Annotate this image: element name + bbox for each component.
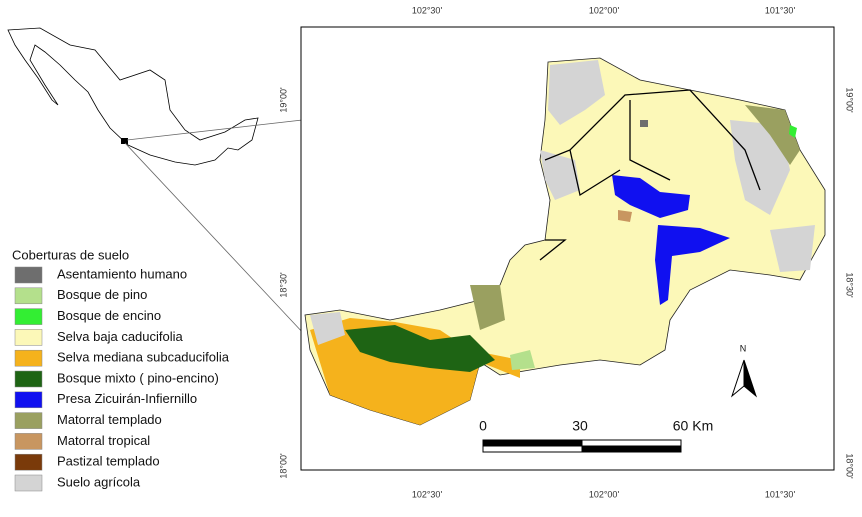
legend-label: Matorral tropical	[57, 433, 150, 448]
inset-connector	[124, 142, 306, 336]
legend-label: Bosque de pino	[57, 287, 147, 302]
scale-segment	[482, 445, 583, 453]
longitude-label: 102°00'	[589, 5, 620, 15]
legend-swatch	[14, 433, 43, 450]
legend-label: Bosque mixto ( pino-encino)	[57, 370, 219, 385]
land-cover-patch	[655, 225, 730, 305]
north-arrow-shape	[743, 359, 758, 398]
graticule-labels: 102°30' 102°00' 101°30' 102°30' 102°00' 101°3…	[278, 5, 854, 499]
legend-swatch	[14, 266, 43, 284]
land-cover-patch	[510, 350, 535, 370]
latitude-label: 19°00'	[845, 87, 855, 113]
scale-segment	[482, 439, 583, 447]
land-cover-patch	[548, 60, 605, 125]
land-cover-patch	[789, 125, 797, 138]
mexico-outline	[7, 27, 259, 166]
scale-segment	[581, 439, 682, 447]
land-cover-patch	[310, 312, 345, 345]
latitude-label: 19°00'	[278, 87, 288, 113]
legend-label: Asentamiento humano	[57, 266, 187, 281]
legend-label: Selva mediana subcaducifolia	[57, 350, 230, 365]
latitude-label: 18°00'	[845, 453, 855, 479]
land-cover-patch	[730, 120, 790, 215]
legend-label: Matorral templado	[57, 412, 162, 427]
legend-label: Suelo agrícola	[57, 474, 141, 489]
longitude-label: 101°30'	[765, 489, 796, 499]
study-area-locator	[121, 138, 128, 144]
legend-swatch	[14, 474, 43, 492]
legend-swatch	[14, 370, 43, 388]
land-cover-patch	[770, 225, 815, 272]
scale-bar: 0 30 60 Km	[479, 418, 713, 453]
municipal-boundary	[539, 89, 761, 261]
land-cover-patch	[618, 210, 632, 222]
latitude-label: 18°30'	[845, 272, 855, 298]
legend-swatch	[14, 412, 43, 429]
longitude-label: 102°30'	[412, 489, 443, 499]
legend-swatch	[14, 287, 43, 305]
legend-swatch	[14, 349, 43, 367]
legend-swatch	[14, 329, 43, 346]
latitude-label: 18°00'	[278, 453, 288, 479]
legend-swatch	[14, 453, 43, 471]
land-cover-patch	[470, 285, 505, 330]
legend-label: Presa Zicuirán-Infiernillo	[57, 391, 197, 406]
land-cover-patch	[540, 150, 580, 200]
scale-label: 30	[572, 418, 588, 434]
land-cover-patch	[640, 120, 648, 127]
legend-label: Pastizal templado	[57, 454, 160, 469]
longitude-label: 101°30'	[765, 5, 796, 15]
land-cover-patch	[612, 175, 690, 218]
land-cover	[304, 57, 826, 426]
longitude-label: 102°00'	[589, 489, 620, 499]
land-cover-patch	[345, 325, 495, 372]
north-label: N	[740, 343, 747, 353]
legend-label: Selva baja caducifolia	[57, 329, 184, 344]
scale-label: 0	[479, 418, 487, 434]
legend-swatch	[14, 391, 43, 409]
legend-label: Bosque de encino	[57, 308, 161, 323]
land-cover-patch	[745, 105, 800, 165]
scale-segment	[581, 445, 682, 453]
latitude-label: 18°30'	[278, 272, 288, 298]
legend: Asentamiento humano Bosque de pino Bosque …	[14, 266, 230, 492]
legend-swatch	[14, 308, 43, 325]
legend-title: Coberturas de suelo	[12, 247, 129, 262]
longitude-label: 102°30'	[412, 5, 443, 15]
north-arrow: N	[730, 343, 758, 398]
scale-label: 60 Km	[673, 418, 713, 434]
